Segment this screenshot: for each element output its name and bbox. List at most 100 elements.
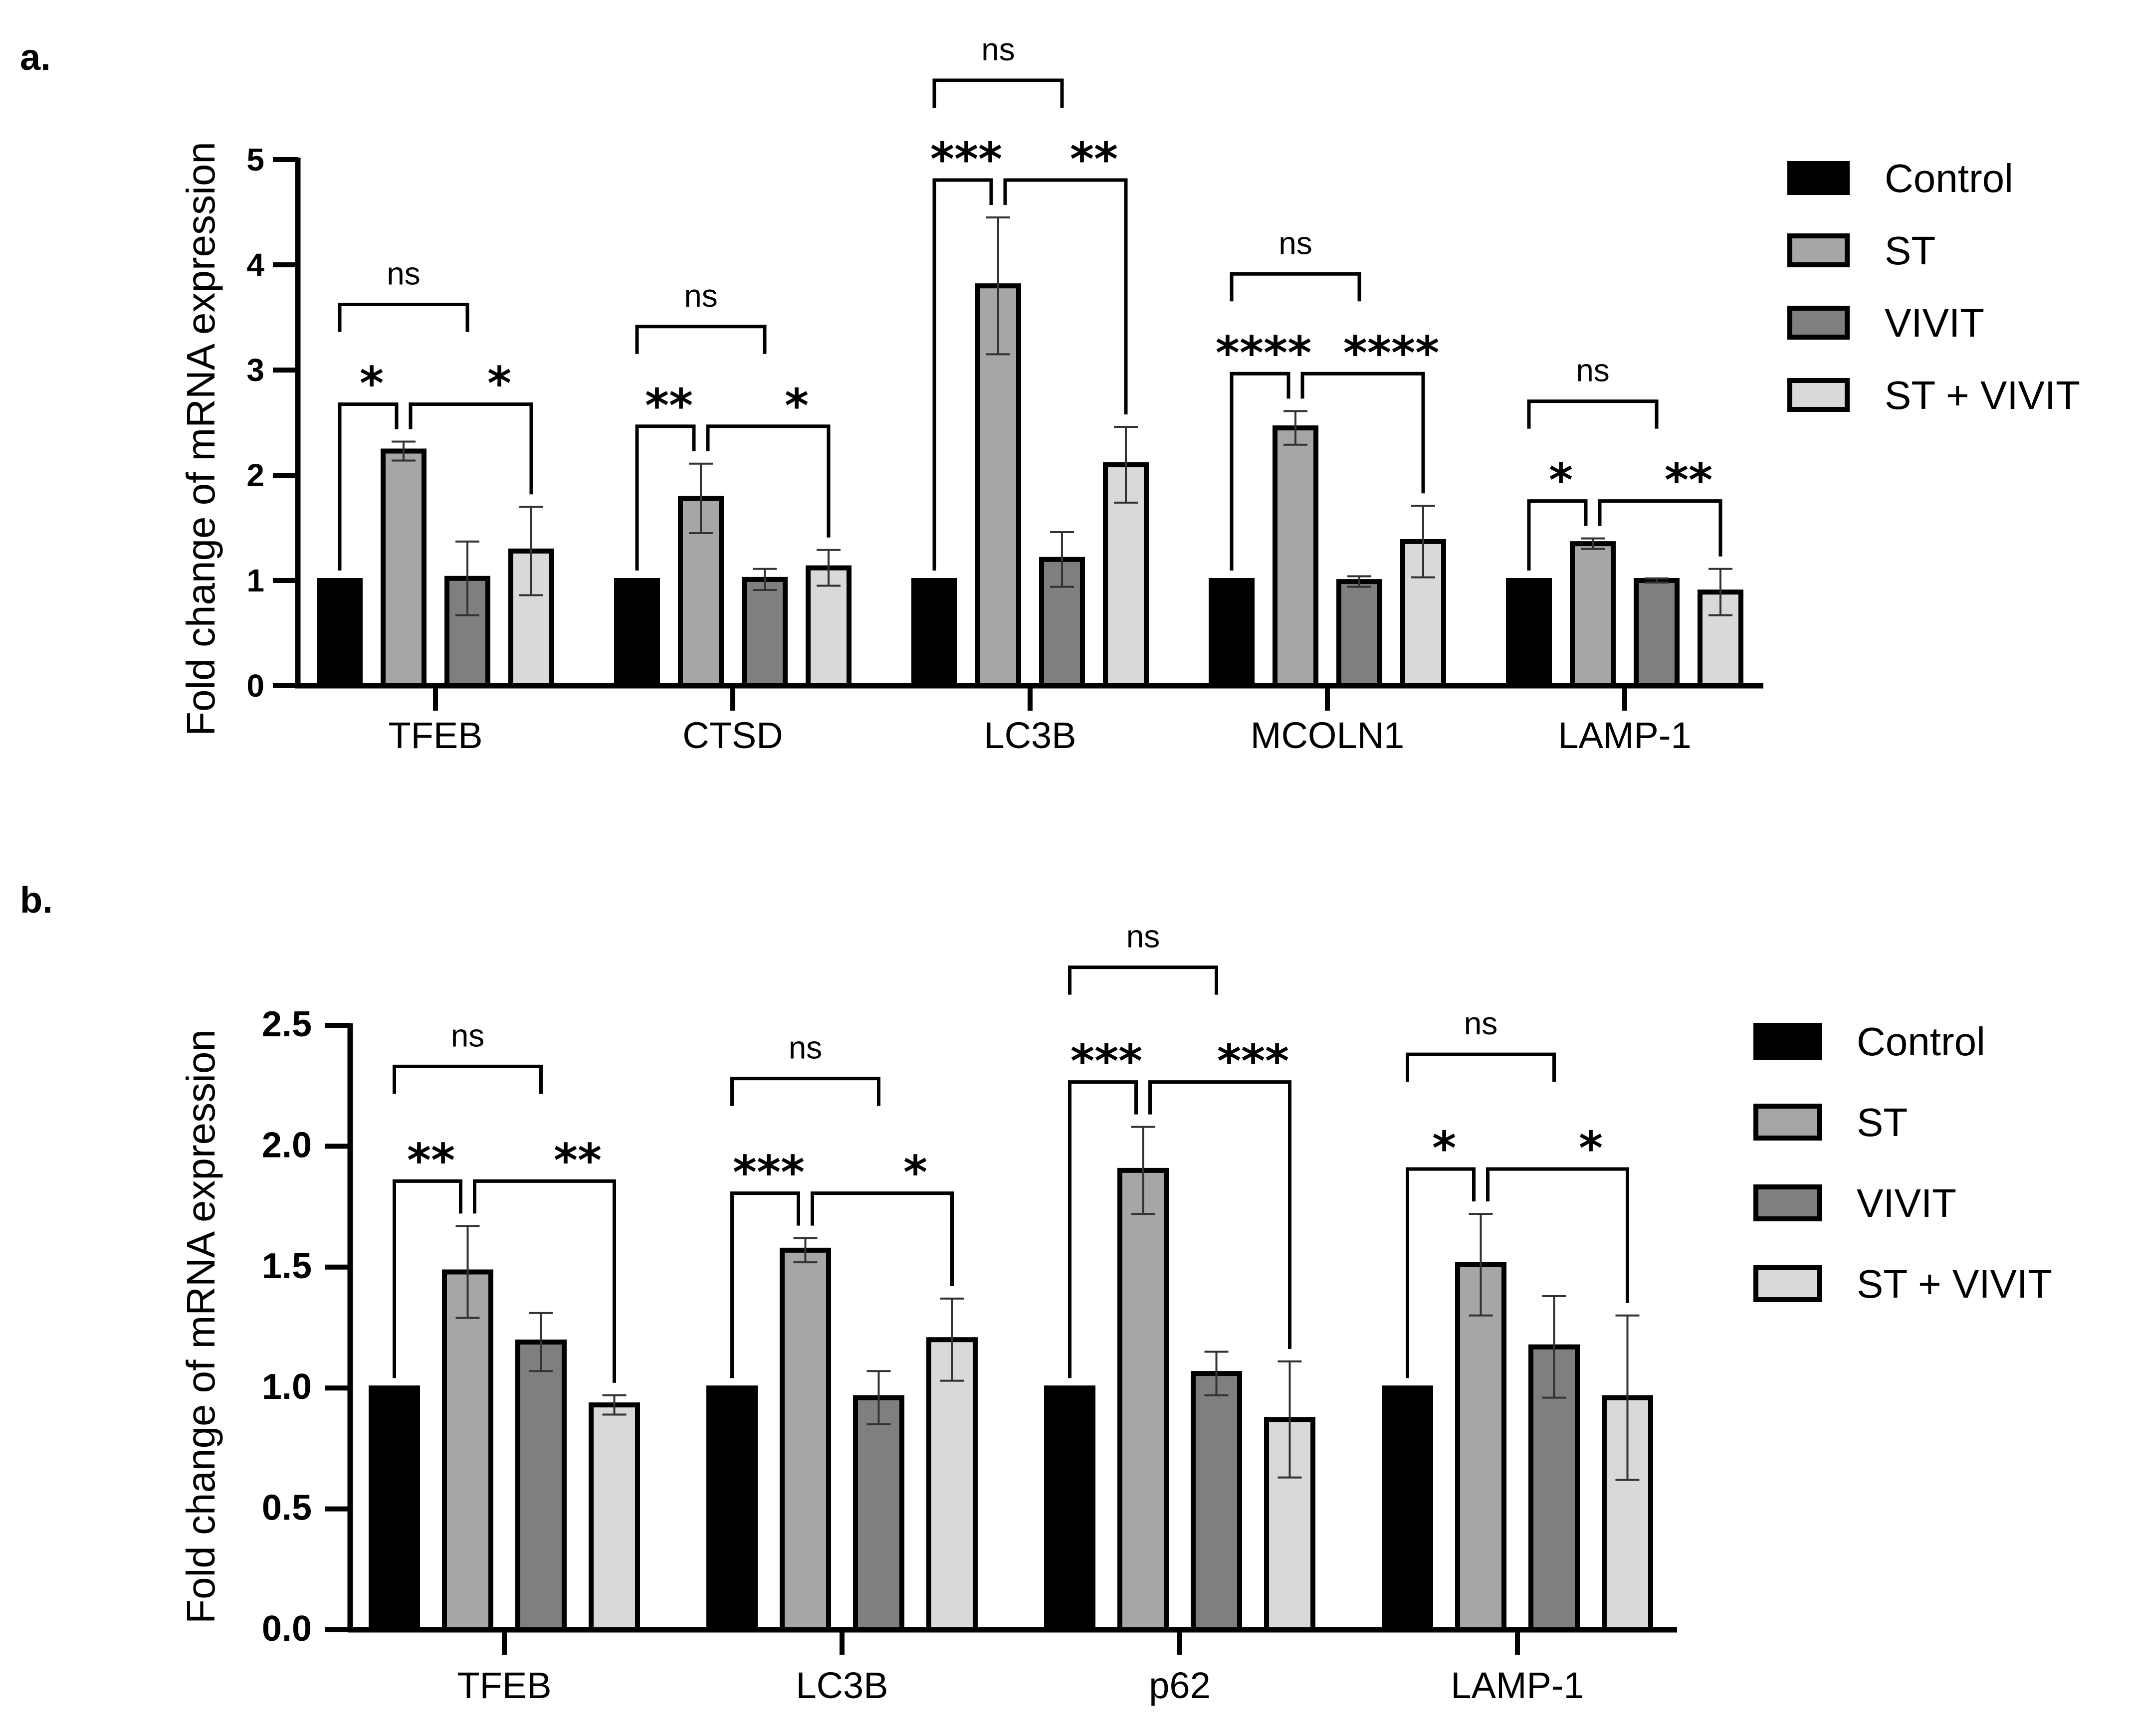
bar-st-vivit bbox=[806, 565, 852, 689]
y-tick-label: 0 bbox=[246, 668, 264, 704]
legend-label: ST bbox=[1857, 1100, 1908, 1145]
bracket-control-vs-st bbox=[635, 424, 696, 571]
significance-label: *** bbox=[1070, 1035, 1142, 1088]
y-tick-label: 1.0 bbox=[262, 1367, 312, 1407]
bracket-control-vs-vivit bbox=[1527, 399, 1659, 429]
bar-control bbox=[369, 1385, 420, 1632]
panel-a: a. Fold change of mRNA expression 0 1 2 3 4 5… bbox=[20, 31, 2080, 756]
bracket-control-vs-vivit bbox=[1230, 272, 1361, 302]
bracket-st-vs-st-vivit bbox=[1148, 1080, 1291, 1349]
legend-label: ST + VIVIT bbox=[1857, 1262, 2052, 1306]
panel-a-label: a. bbox=[20, 36, 51, 78]
category-label: TFEB bbox=[388, 715, 482, 756]
legend-swatch bbox=[1753, 1184, 1822, 1221]
category-label: p62 bbox=[1149, 1665, 1210, 1706]
legend-swatch bbox=[1753, 1104, 1822, 1141]
y-tick-label: 5 bbox=[246, 142, 264, 178]
bracket-control-vs-vivit bbox=[932, 78, 1064, 108]
y-tick-label: 2.5 bbox=[262, 1004, 312, 1044]
significance-label: * bbox=[1579, 1122, 1603, 1175]
bracket-st-vs-st-vivit bbox=[473, 1179, 616, 1383]
category-label: MCOLN1 bbox=[1251, 715, 1404, 756]
y-tick-label: 0.5 bbox=[262, 1488, 312, 1528]
bar-control bbox=[1209, 578, 1255, 688]
significance-label: * bbox=[785, 379, 809, 432]
bar-st bbox=[780, 1247, 831, 1632]
legend-swatch bbox=[1787, 161, 1850, 195]
panel-b-significance-brackets: ** **ns*** *ns *** ***ns* *ns bbox=[393, 919, 1629, 1383]
bar-vivit bbox=[1634, 578, 1680, 688]
bar-st bbox=[1570, 541, 1616, 689]
significance-label: * bbox=[903, 1146, 927, 1199]
bar-control bbox=[317, 578, 363, 688]
bar-st-vivit bbox=[926, 1337, 978, 1632]
significance-label: **** bbox=[1216, 326, 1311, 380]
legend-label: VIVIT bbox=[1857, 1181, 1956, 1225]
significance-label: *** bbox=[733, 1146, 805, 1199]
bracket-control-vs-st bbox=[1527, 499, 1588, 571]
legend-label: ST bbox=[1885, 228, 1935, 273]
panel-a-significance-brackets: * *ns** *ns*** **ns**** ****ns* **ns bbox=[338, 31, 1722, 571]
category-label: TFEB bbox=[457, 1665, 551, 1706]
bar-st bbox=[1117, 1167, 1169, 1632]
category-label: LAMP-1 bbox=[1558, 715, 1691, 756]
bar-vivit bbox=[515, 1340, 567, 1632]
panel-b-category-labels: TFEB LC3B p62 LAMP-1 bbox=[457, 1665, 1584, 1706]
bracket-control-vs-st bbox=[1406, 1167, 1476, 1378]
y-tick-label: 1.5 bbox=[262, 1246, 312, 1286]
significance-label: ** bbox=[407, 1134, 455, 1187]
y-tick-label: 2 bbox=[246, 457, 264, 493]
significance-label: ns bbox=[684, 278, 718, 314]
bar-vivit bbox=[1336, 579, 1382, 688]
bar-st bbox=[1455, 1262, 1506, 1632]
bar-vivit bbox=[853, 1395, 904, 1633]
significance-label: ** bbox=[645, 379, 693, 432]
legend-swatch bbox=[1753, 1265, 1822, 1302]
y-tick-label: 4 bbox=[246, 247, 264, 283]
bracket-st-vs-st-vivit bbox=[1300, 372, 1425, 494]
category-label: LC3B bbox=[984, 715, 1076, 756]
bar-control bbox=[1506, 578, 1552, 688]
significance-label: ns bbox=[789, 1030, 823, 1066]
significance-label: * bbox=[1549, 454, 1573, 507]
legend-label: Control bbox=[1857, 1019, 1985, 1064]
panel-b-y-axis-title: Fold change of mRNA expression bbox=[179, 1029, 223, 1624]
bar-st bbox=[442, 1269, 493, 1633]
bracket-control-vs-vivit bbox=[1406, 1052, 1556, 1082]
bracket-st-vs-st-vivit bbox=[811, 1191, 954, 1286]
category-label: LAMP-1 bbox=[1451, 1665, 1584, 1706]
significance-label: ** bbox=[554, 1134, 602, 1187]
y-tick-label: 0.0 bbox=[262, 1609, 312, 1649]
bracket-control-vs-st bbox=[393, 1179, 462, 1378]
category-label: CTSD bbox=[682, 715, 783, 756]
bracket-control-vs-st bbox=[1068, 1080, 1138, 1378]
bracket-control-vs-vivit bbox=[1068, 965, 1218, 995]
legend-swatch bbox=[1787, 233, 1850, 267]
panel-b-legend: Control ST VIVIT ST + VIVIT bbox=[1753, 1019, 2052, 1306]
bar-vivit bbox=[1191, 1371, 1242, 1633]
bar-st bbox=[381, 448, 427, 688]
bar-control bbox=[706, 1385, 758, 1632]
bracket-control-vs-st bbox=[932, 178, 993, 571]
bracket-control-vs-st bbox=[338, 402, 399, 571]
bracket-st-vs-st-vivit bbox=[1003, 178, 1128, 414]
significance-label: ns bbox=[1279, 225, 1312, 261]
y-tick-label: 3 bbox=[246, 352, 264, 388]
significance-label: * bbox=[1432, 1122, 1456, 1175]
bracket-control-vs-st bbox=[730, 1191, 800, 1378]
bracket-st-vs-st-vivit bbox=[409, 402, 533, 495]
bracket-st-vs-st-vivit bbox=[1598, 499, 1722, 557]
significance-label: **** bbox=[1343, 326, 1439, 380]
bracket-control-vs-vivit bbox=[338, 302, 469, 332]
legend-swatch bbox=[1787, 306, 1850, 340]
bar-control bbox=[1382, 1385, 1433, 1632]
panel-a-y-axis-title: Fold change of mRNA expression bbox=[179, 142, 223, 736]
bracket-control-vs-vivit bbox=[635, 325, 767, 354]
significance-label: ns bbox=[1126, 919, 1160, 955]
legend-swatch bbox=[1787, 378, 1850, 412]
bracket-control-vs-st bbox=[1230, 372, 1290, 571]
significance-label: * bbox=[360, 357, 384, 410]
panel-a-y-tick-labels: 0 1 2 3 4 5 bbox=[246, 142, 264, 704]
panel-a-bars bbox=[317, 216, 1743, 689]
panel-b-label: b. bbox=[20, 879, 53, 921]
